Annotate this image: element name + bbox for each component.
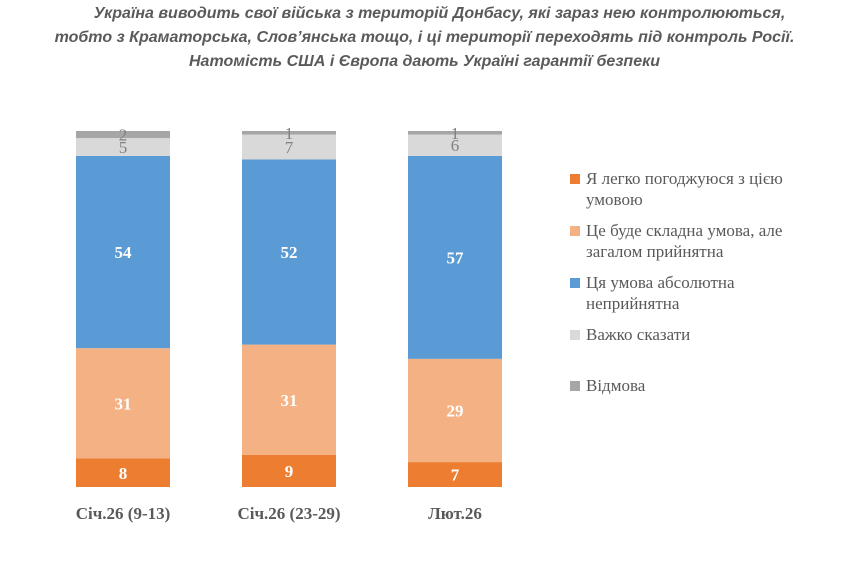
data-label: 6 — [451, 136, 460, 155]
data-label: 31 — [115, 394, 132, 413]
data-label: 31 — [281, 391, 298, 410]
data-label: 29 — [447, 401, 464, 420]
bar-segment — [408, 155, 502, 359]
chart-title: Україна виводить свої війська з територі… — [0, 2, 849, 74]
bar-segment — [242, 159, 336, 345]
bar-segment — [242, 134, 336, 160]
data-label: 8 — [119, 464, 128, 483]
legend-swatch — [570, 278, 580, 288]
title-line: Україна виводить свої війська з територі… — [93, 5, 786, 22]
x-tick-label: Січ.26 (9-13) — [76, 504, 171, 523]
bar-segment — [408, 131, 502, 135]
legend-label: Я легко погоджуюся з цією умовою — [586, 169, 783, 209]
legend-item: Відмова — [570, 375, 810, 396]
legend-label: Ця умова абсолютна неприйнятна — [586, 273, 735, 313]
legend-label: Відмова — [586, 376, 646, 395]
data-label: 54 — [115, 243, 133, 262]
bar-segment — [76, 155, 170, 349]
title-line: Натомість США і Європа дають Україні гар… — [189, 53, 660, 70]
bar-segment — [76, 348, 170, 459]
bar-segment — [242, 131, 336, 135]
data-label: 57 — [447, 248, 465, 267]
data-label: 52 — [281, 243, 298, 262]
bar-segment — [408, 462, 502, 487]
legend-label: Це буде складна умова, але загалом прийн… — [586, 221, 783, 261]
legend-item: Це буде складна умова, але загалом прийн… — [570, 220, 810, 262]
legend-swatch — [570, 381, 580, 391]
data-label: 1 — [285, 124, 294, 143]
legend-swatch — [570, 226, 580, 236]
data-label: 9 — [285, 462, 294, 481]
bar-segment — [408, 134, 502, 156]
data-label: 7 — [451, 466, 460, 485]
data-label: 1 — [451, 124, 460, 143]
bar-segment — [76, 138, 170, 156]
legend-item: Я легко погоджуюся з цією умовою — [570, 168, 810, 210]
bar-segment — [408, 358, 502, 463]
legend-item: Важко сказати — [570, 324, 810, 345]
data-label: 2 — [119, 126, 128, 145]
legend-label: Важко сказати — [586, 325, 691, 344]
data-label: 7 — [285, 138, 294, 157]
title-line: тобто з Краматорська, Слов’янська тощо, … — [54, 29, 795, 46]
legend-item: Ця умова абсолютна неприйнятна — [570, 272, 810, 314]
legend-swatch — [570, 330, 580, 340]
bar-segment — [242, 344, 336, 455]
bar-segment — [76, 458, 170, 487]
x-tick-label: Лют.26 — [428, 504, 482, 523]
bar-segment — [242, 454, 336, 487]
bar-segment — [76, 131, 170, 139]
legend-swatch — [570, 174, 580, 184]
x-tick-label: Січ.26 (23-29) — [237, 504, 340, 523]
legend: Я легко погоджуюся з цією умовою Це буде … — [570, 168, 810, 396]
data-label: 5 — [119, 138, 128, 157]
